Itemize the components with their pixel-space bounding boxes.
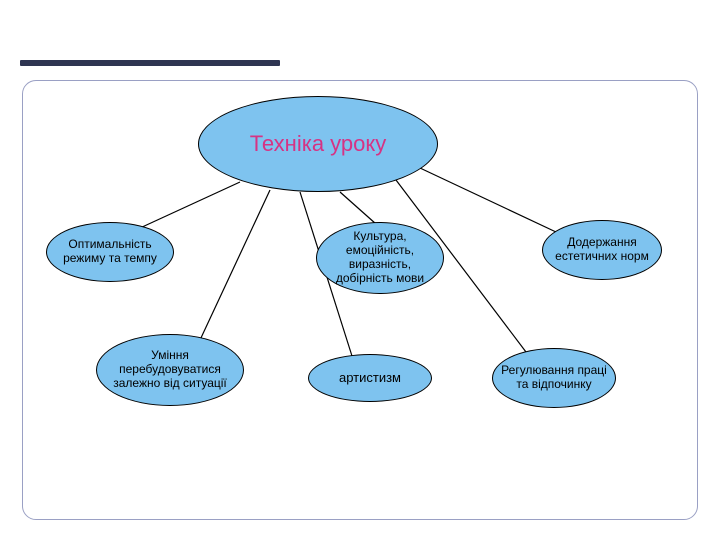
child-label: Додержання естетичних норм [547,236,657,264]
child-label: Регулювання праці та відпочинку [497,364,611,392]
child-node-optimal: Оптимальність режиму та темпу [46,222,174,282]
child-label: Уміння перебудовуватися залежно від ситу… [101,349,239,390]
child-node-artistry: артистизм [308,354,432,402]
child-label: артистизм [339,371,401,386]
child-node-rebuild: Уміння перебудовуватися залежно від ситу… [96,334,244,406]
central-node: Техніка уроку [198,96,438,192]
child-label: Культура, емоційність, виразність, добір… [321,230,439,285]
child-node-aesthetic: Додержання естетичних норм [542,220,662,280]
child-node-regulation: Регулювання праці та відпочинку [492,348,616,408]
child-label: Оптимальність режиму та темпу [51,238,169,266]
child-node-culture: Культура, емоційність, виразність, добір… [316,222,444,294]
slide: Техніка уроку Оптимальність режиму та те… [0,0,720,540]
central-label: Техніка уроку [250,131,387,156]
accent-bar [20,60,280,66]
